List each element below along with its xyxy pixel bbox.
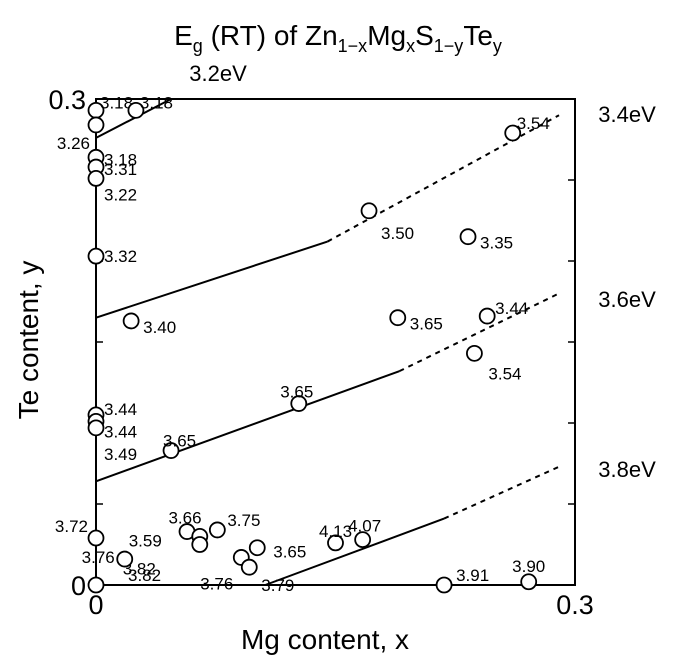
data-point-label: 3.18 xyxy=(140,93,173,112)
data-point-label: 3.76 xyxy=(82,548,115,567)
data-point xyxy=(327,534,344,552)
data-point-label: 3.18 xyxy=(104,150,137,169)
data-point-label: 3.54 xyxy=(488,364,521,383)
data-point xyxy=(504,124,522,142)
data-point-label: 3.82 xyxy=(128,566,161,585)
data-point-label: 4.07 xyxy=(348,517,381,536)
contour-lines: 3.2eV 3.4eV 3.6eV 3.8eV xyxy=(95,61,656,586)
data-point xyxy=(87,419,105,437)
data-point xyxy=(435,576,453,594)
data-point xyxy=(478,307,496,325)
data-point-label: 3.44 xyxy=(104,422,137,441)
data-point-label: 3.49 xyxy=(104,445,137,464)
data-point-label: 3.26 xyxy=(57,134,90,153)
data-point-label: 3.65 xyxy=(410,315,443,334)
data-points: 3.18 3.183.263.183.313.223.323.543.503.35… xyxy=(55,93,550,595)
data-point-label: 3.44 xyxy=(495,299,528,318)
title-text-mid: (RT) of Zn xyxy=(203,20,338,51)
data-point xyxy=(360,202,378,220)
data-point xyxy=(87,529,105,547)
contour-label: 3.8eV xyxy=(598,457,656,482)
data-point-label: 3.75 xyxy=(227,511,260,530)
data-point-label: 3.66 xyxy=(168,509,201,528)
data-point-label: 3.59 xyxy=(129,531,162,550)
data-point-label: 3.18 xyxy=(100,93,133,112)
chart-title: Eg (RT) of Zn1−xMgxS1−yTey xyxy=(174,20,502,56)
title-subscript-4: y xyxy=(493,36,502,56)
data-point-label: 3.65 xyxy=(280,383,313,402)
axis-ticks: 0 0.3 0 0.3 xyxy=(48,85,593,620)
title-text-4: Te xyxy=(463,20,493,51)
x-axis-label: Mg content, x xyxy=(241,624,409,655)
data-point xyxy=(191,536,209,553)
data-point-label: 3.44 xyxy=(104,400,137,419)
title-subscript-2: x xyxy=(406,36,415,56)
data-point-label: 3.65 xyxy=(163,432,196,451)
data-point xyxy=(208,521,226,539)
data-point xyxy=(162,442,180,459)
data-point-label: 3.91 xyxy=(456,566,489,585)
data-point xyxy=(466,344,483,362)
contour-line-dashed xyxy=(327,114,560,243)
contour-label: 3.4eV xyxy=(598,102,656,127)
data-point xyxy=(87,116,105,134)
contour-line-solid xyxy=(264,517,445,586)
data-point xyxy=(248,539,266,557)
y-axis-label: Te content, y xyxy=(13,261,44,420)
data-point-label: 3.65 xyxy=(273,543,306,562)
contour-label: 3.6eV xyxy=(598,287,656,312)
data-point xyxy=(389,309,407,327)
title-subscript-3: 1−y xyxy=(434,36,464,56)
data-point-label: 3.50 xyxy=(381,224,414,243)
data-point-label: 3.76 xyxy=(200,574,233,593)
data-point xyxy=(116,550,134,568)
data-point-label: 3.72 xyxy=(55,517,88,536)
data-point xyxy=(87,169,105,187)
title-subscript-1: 1−x xyxy=(338,36,368,56)
data-point-label: 3.32 xyxy=(104,247,137,266)
data-point xyxy=(87,247,105,265)
data-point xyxy=(354,531,372,549)
data-point xyxy=(520,573,538,591)
title-base: E xyxy=(174,20,193,51)
contour-line-solid xyxy=(95,370,400,483)
contour-line-solid xyxy=(95,240,328,319)
data-point xyxy=(122,312,140,330)
x-tick-label: 0.3 xyxy=(556,590,594,620)
data-point xyxy=(290,395,308,412)
data-point-label: 4.13 xyxy=(319,522,352,541)
data-point-label: 3.54 xyxy=(517,114,550,133)
contour-line-solid xyxy=(95,98,172,139)
data-point-label: 3.40 xyxy=(143,318,176,337)
x-tick-label: 0 xyxy=(88,590,103,620)
contour-line-dashed xyxy=(443,465,560,520)
data-point xyxy=(459,228,477,246)
title-base-subscript: g xyxy=(193,36,203,56)
data-point xyxy=(240,558,258,576)
title-text-3: S xyxy=(415,20,434,51)
data-point-label: 3.22 xyxy=(104,185,137,204)
data-point-label: 3.35 xyxy=(480,234,513,253)
data-point xyxy=(87,576,105,594)
y-tick-label: 0 xyxy=(71,571,86,601)
y-tick-label: 0.3 xyxy=(48,85,86,115)
contour-label: 3.2eV xyxy=(189,61,247,86)
data-point-label: 3.31 xyxy=(104,160,137,179)
title-text-2: Mg xyxy=(367,20,406,51)
data-point-label: 3.90 xyxy=(512,557,545,576)
data-point-label: 3.79 xyxy=(261,576,294,595)
data-point xyxy=(127,101,145,119)
